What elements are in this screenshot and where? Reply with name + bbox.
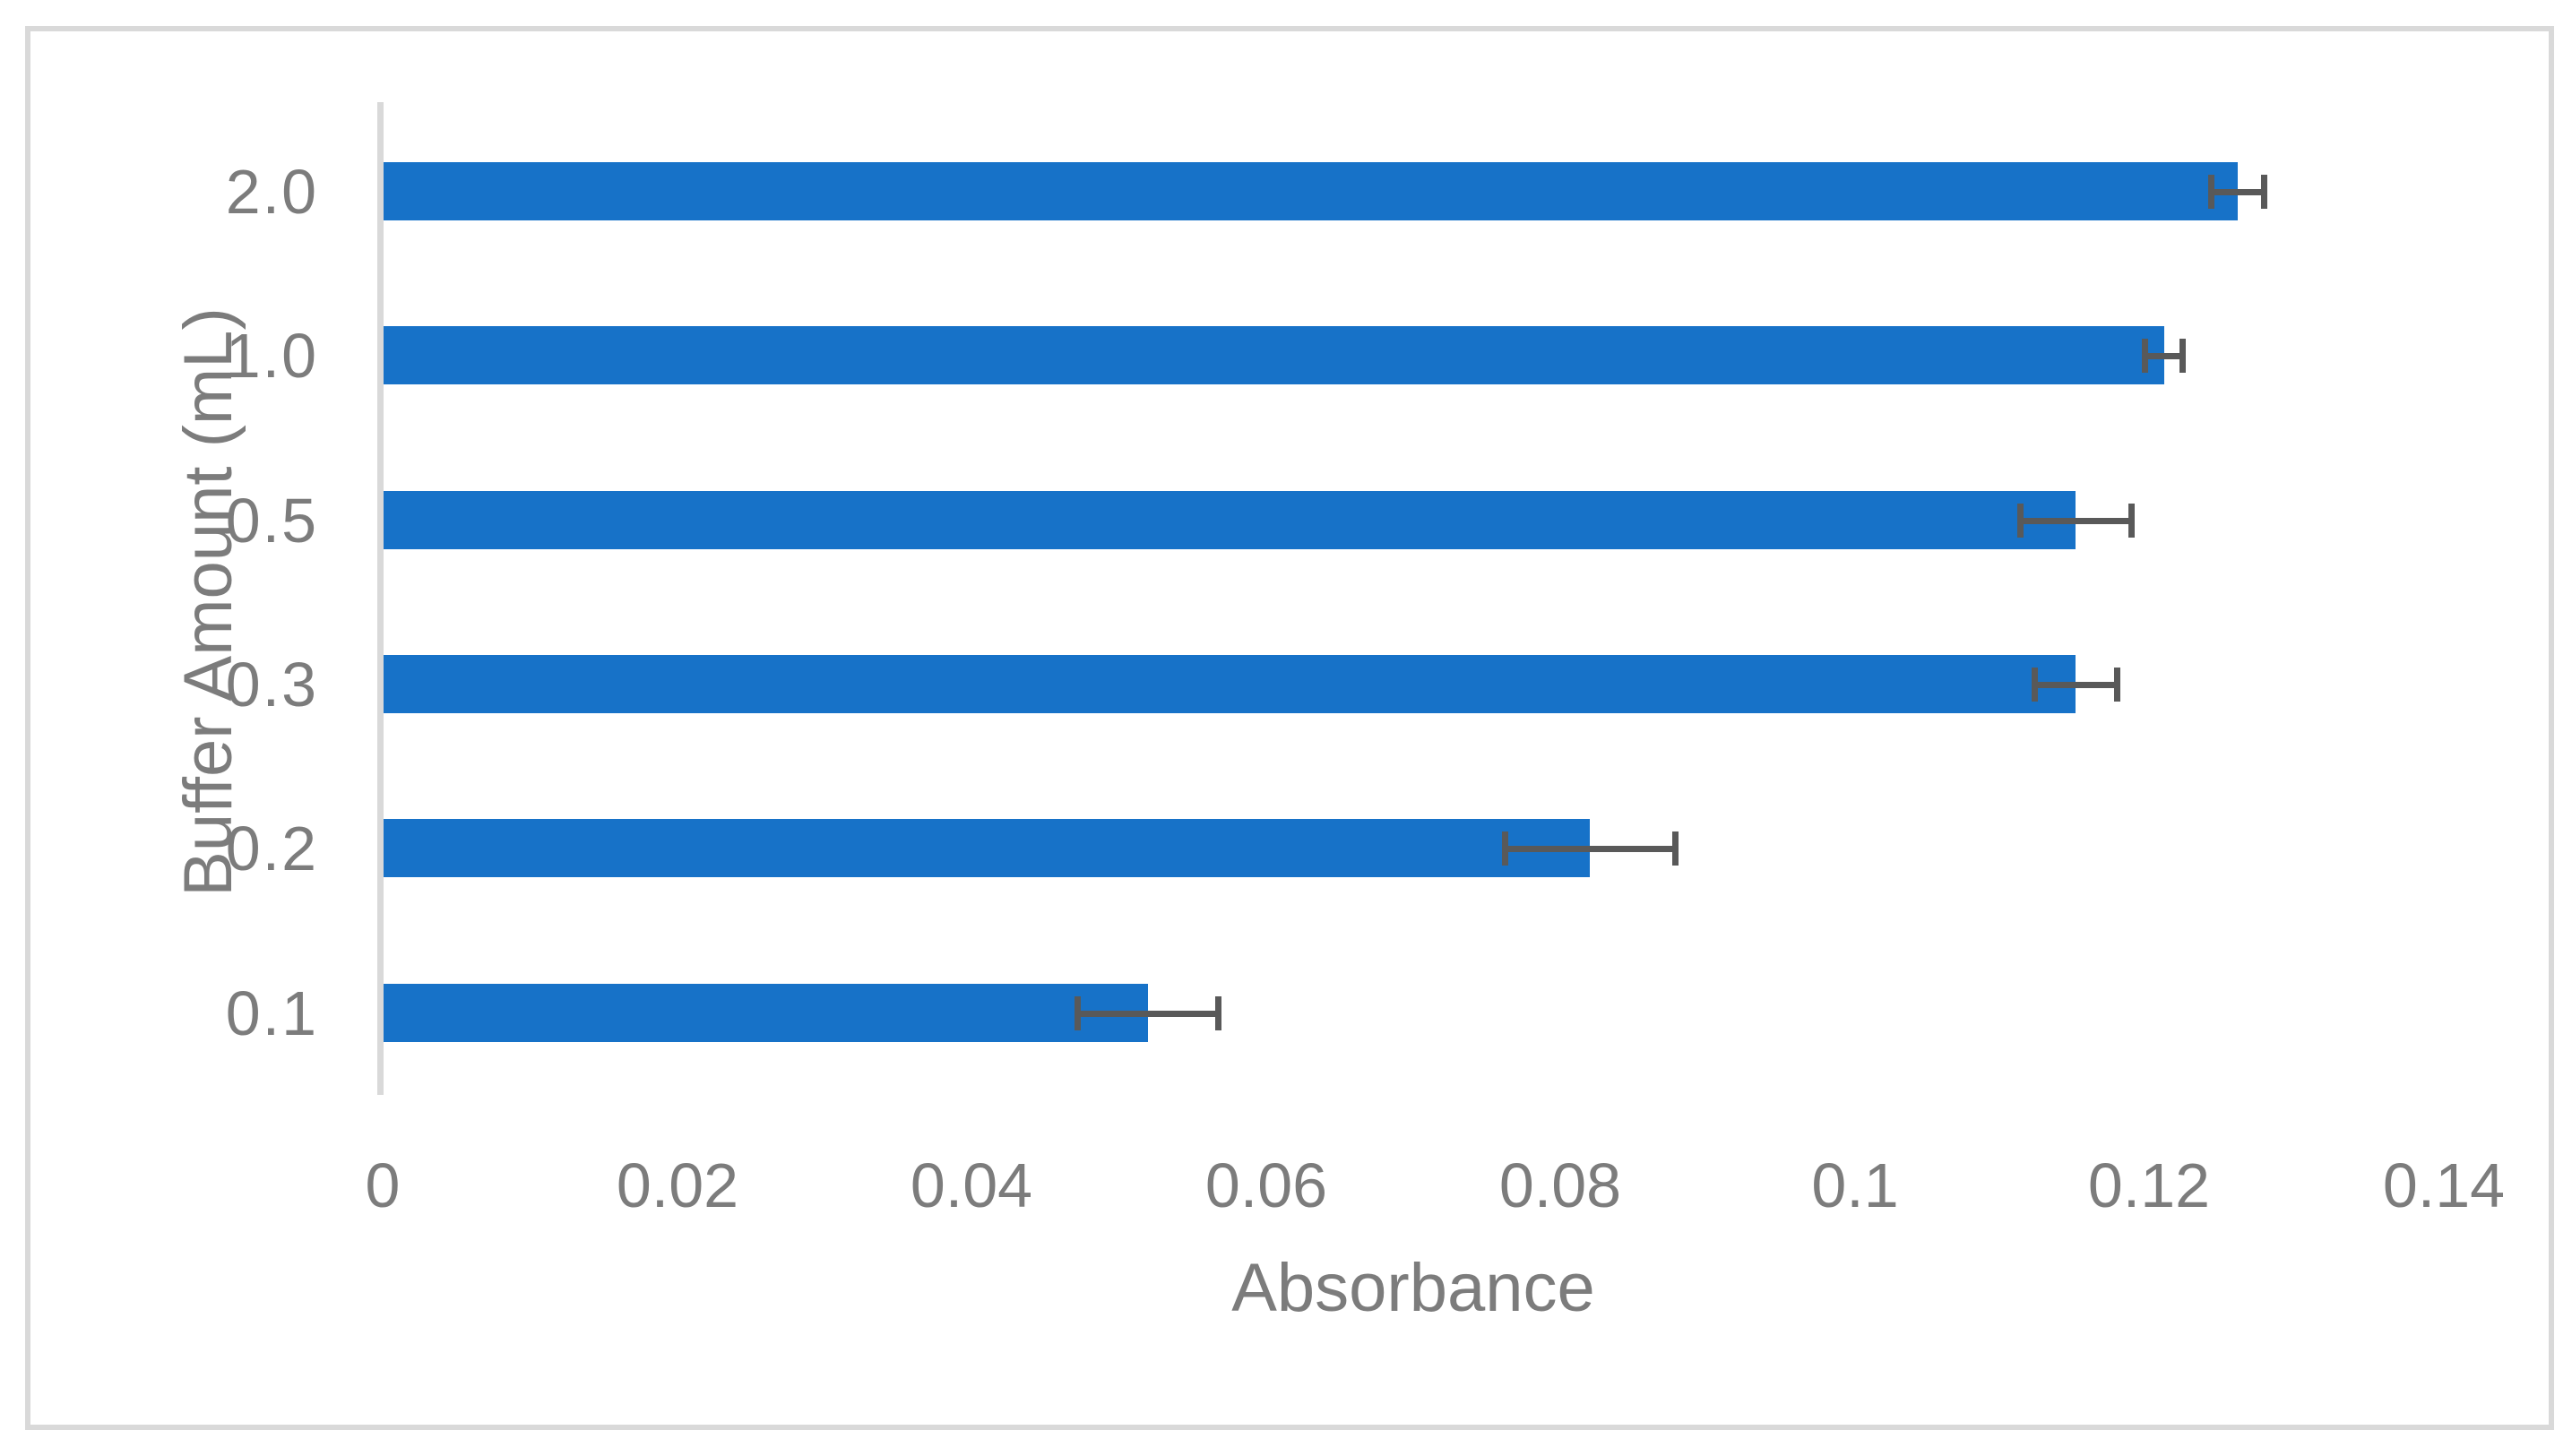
chart-frame — [25, 26, 2554, 1430]
y-tick-label: 2.0 — [225, 157, 318, 227]
bar-1.0 — [384, 326, 2164, 384]
error-bar-2.0 — [2208, 175, 2267, 209]
error-bar-cap-left — [2017, 504, 2024, 538]
y-axis-title: Buffer Amount (mL) — [170, 307, 246, 897]
bar-2.0 — [384, 162, 2238, 220]
error-bar-cap-right — [2128, 504, 2135, 538]
error-bar-0.5 — [2017, 504, 2135, 538]
bar-0.2 — [384, 819, 1590, 877]
y-tick-label: 0.3 — [225, 650, 318, 719]
error-bar-line — [1502, 846, 1679, 852]
error-bar-cap-left — [2032, 668, 2038, 702]
x-axis-title: Absorbance — [1231, 1250, 1595, 1326]
y-tick-label: 0.1 — [225, 978, 318, 1048]
x-tick-label: 0.14 — [2382, 1150, 2506, 1220]
bar-0.1 — [384, 984, 1148, 1042]
bar-0.5 — [384, 491, 2076, 549]
x-tick-label: 0.1 — [1811, 1150, 1899, 1220]
error-bar-cap-right — [2179, 339, 2186, 373]
error-bar-line — [2017, 518, 2135, 524]
x-tick-label: 0.04 — [910, 1150, 1033, 1220]
y-tick-label: 1.0 — [225, 321, 318, 391]
error-bar-line — [1075, 1011, 1221, 1017]
error-bar-cap-right — [1215, 996, 1221, 1030]
error-bar-line — [2142, 353, 2186, 359]
x-tick-label: 0.02 — [616, 1150, 739, 1220]
error-bar-0.3 — [2032, 668, 2120, 702]
error-bar-cap-right — [1672, 831, 1679, 866]
error-bar-line — [2032, 682, 2120, 688]
error-bar-0.2 — [1502, 831, 1679, 866]
error-bar-0.1 — [1075, 996, 1221, 1030]
error-bar-cap-right — [2261, 175, 2267, 209]
y-axis-line — [377, 102, 384, 1095]
bar-0.3 — [384, 655, 2076, 713]
error-bar-cap-right — [2114, 668, 2120, 702]
x-tick-label: 0 — [365, 1150, 401, 1220]
error-bar-cap-left — [2142, 339, 2148, 373]
error-bar-cap-left — [1075, 996, 1081, 1030]
y-tick-label: 0.5 — [225, 486, 318, 556]
x-tick-label: 0.08 — [1498, 1150, 1622, 1220]
error-bar-1.0 — [2142, 339, 2186, 373]
error-bar-cap-left — [1502, 831, 1508, 866]
error-bar-line — [2208, 189, 2267, 195]
y-tick-label: 0.2 — [225, 814, 318, 883]
x-tick-label: 0.12 — [2087, 1150, 2211, 1220]
x-tick-label: 0.06 — [1204, 1150, 1328, 1220]
error-bar-cap-left — [2208, 175, 2214, 209]
